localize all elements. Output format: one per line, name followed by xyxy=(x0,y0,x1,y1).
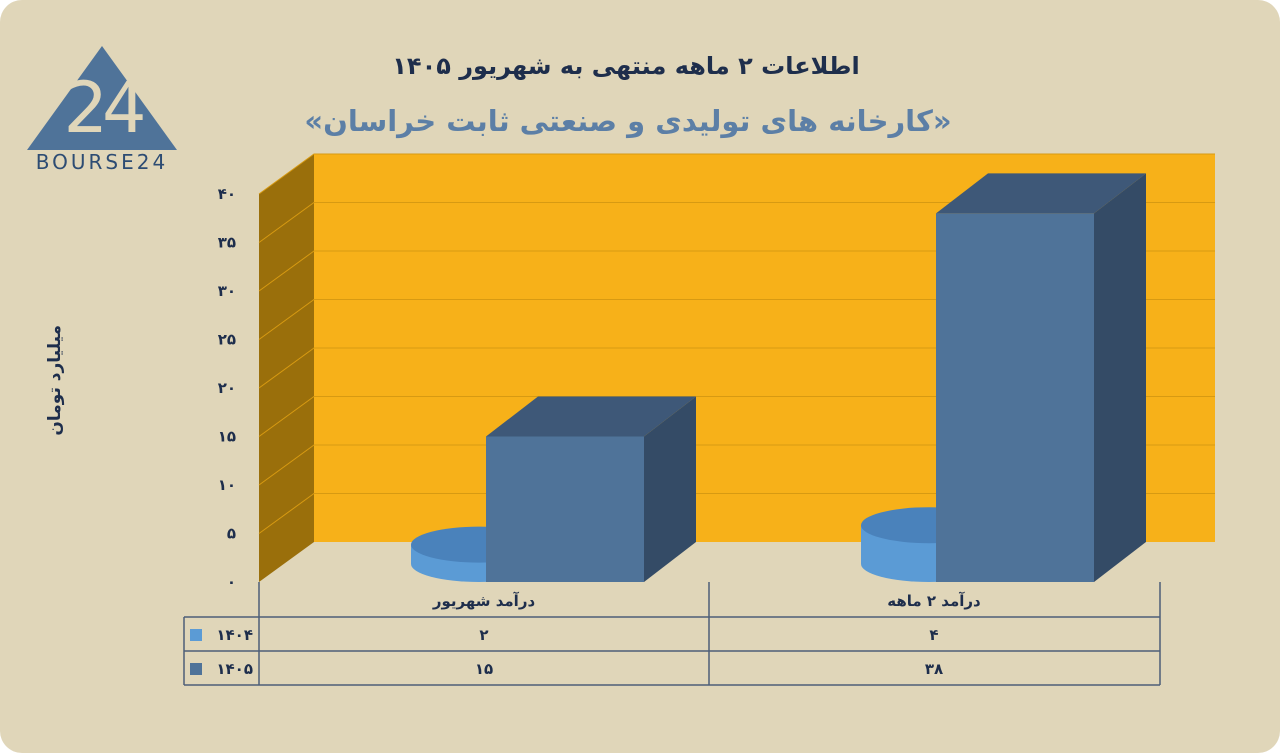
bourse24-logo-icon: 24 xyxy=(27,46,177,150)
legend-swatch xyxy=(190,629,202,641)
series-name: ۱۴۰۵ xyxy=(216,660,253,678)
data-label: ۲ xyxy=(479,626,488,644)
bar-1405 xyxy=(486,436,644,582)
data-table: درآمد ۲ ماهه درآمد شهریور ۱۴۰۴ ۴ ۲ ۱۴۰۵ ۳۸ ۱۵ xyxy=(183,582,1161,686)
bar-1405-top xyxy=(486,396,696,437)
y-tick-label: ۲۰ xyxy=(218,379,236,397)
gridline xyxy=(258,250,1215,292)
gridline xyxy=(258,347,1215,389)
chart-subtitle: «کارخانه های تولیدی و صنعتی ثابت خراسان» xyxy=(304,104,952,138)
gridline xyxy=(258,202,1215,243)
data-label: ۳۸ xyxy=(925,660,943,678)
gridline xyxy=(258,493,1215,534)
bar-1405-side xyxy=(644,396,696,582)
category-label: درآمد ۲ ماهه xyxy=(887,592,981,610)
y-tick-label: ۰ xyxy=(227,573,236,591)
y-tick-label: ۱۰ xyxy=(218,476,236,494)
bar-1405 xyxy=(936,213,1094,582)
gridlines xyxy=(258,153,1215,534)
y-axis-ticks: ۰ ۵ ۱۰ ۱۵ ۲۰ ۲۵ ۳۰ ۳۵ ۴۰ xyxy=(218,185,236,591)
chart-title: اطلاعات ۲ ماهه منتهی به شهریور ۱۴۰۵ xyxy=(392,52,860,80)
series-name: ۱۴۰۴ xyxy=(216,626,253,644)
gridline xyxy=(258,444,1215,486)
y-tick-label: ۳۰ xyxy=(218,282,236,300)
svg-text:24: 24 xyxy=(63,67,143,149)
y-tick-label: ۵ xyxy=(227,525,236,543)
data-label: ۱۵ xyxy=(475,660,493,678)
gridline xyxy=(258,396,1215,437)
y-tick-label: ۴۰ xyxy=(218,185,236,203)
logo-text: BOURSE24 xyxy=(35,150,169,174)
gridline xyxy=(258,153,1215,195)
bars xyxy=(411,173,1146,582)
y-tick-label: ۲۵ xyxy=(218,331,236,349)
y-tick-label: ۳۵ xyxy=(218,234,236,252)
bar-1405-side xyxy=(1094,173,1146,582)
data-label: ۴ xyxy=(929,626,938,644)
gridline xyxy=(258,299,1215,340)
legend-swatch xyxy=(190,663,202,675)
bar-1405-top xyxy=(936,173,1146,214)
y-tick-label: ۱۵ xyxy=(218,428,236,446)
category-label: درآمد شهریور xyxy=(432,592,536,610)
